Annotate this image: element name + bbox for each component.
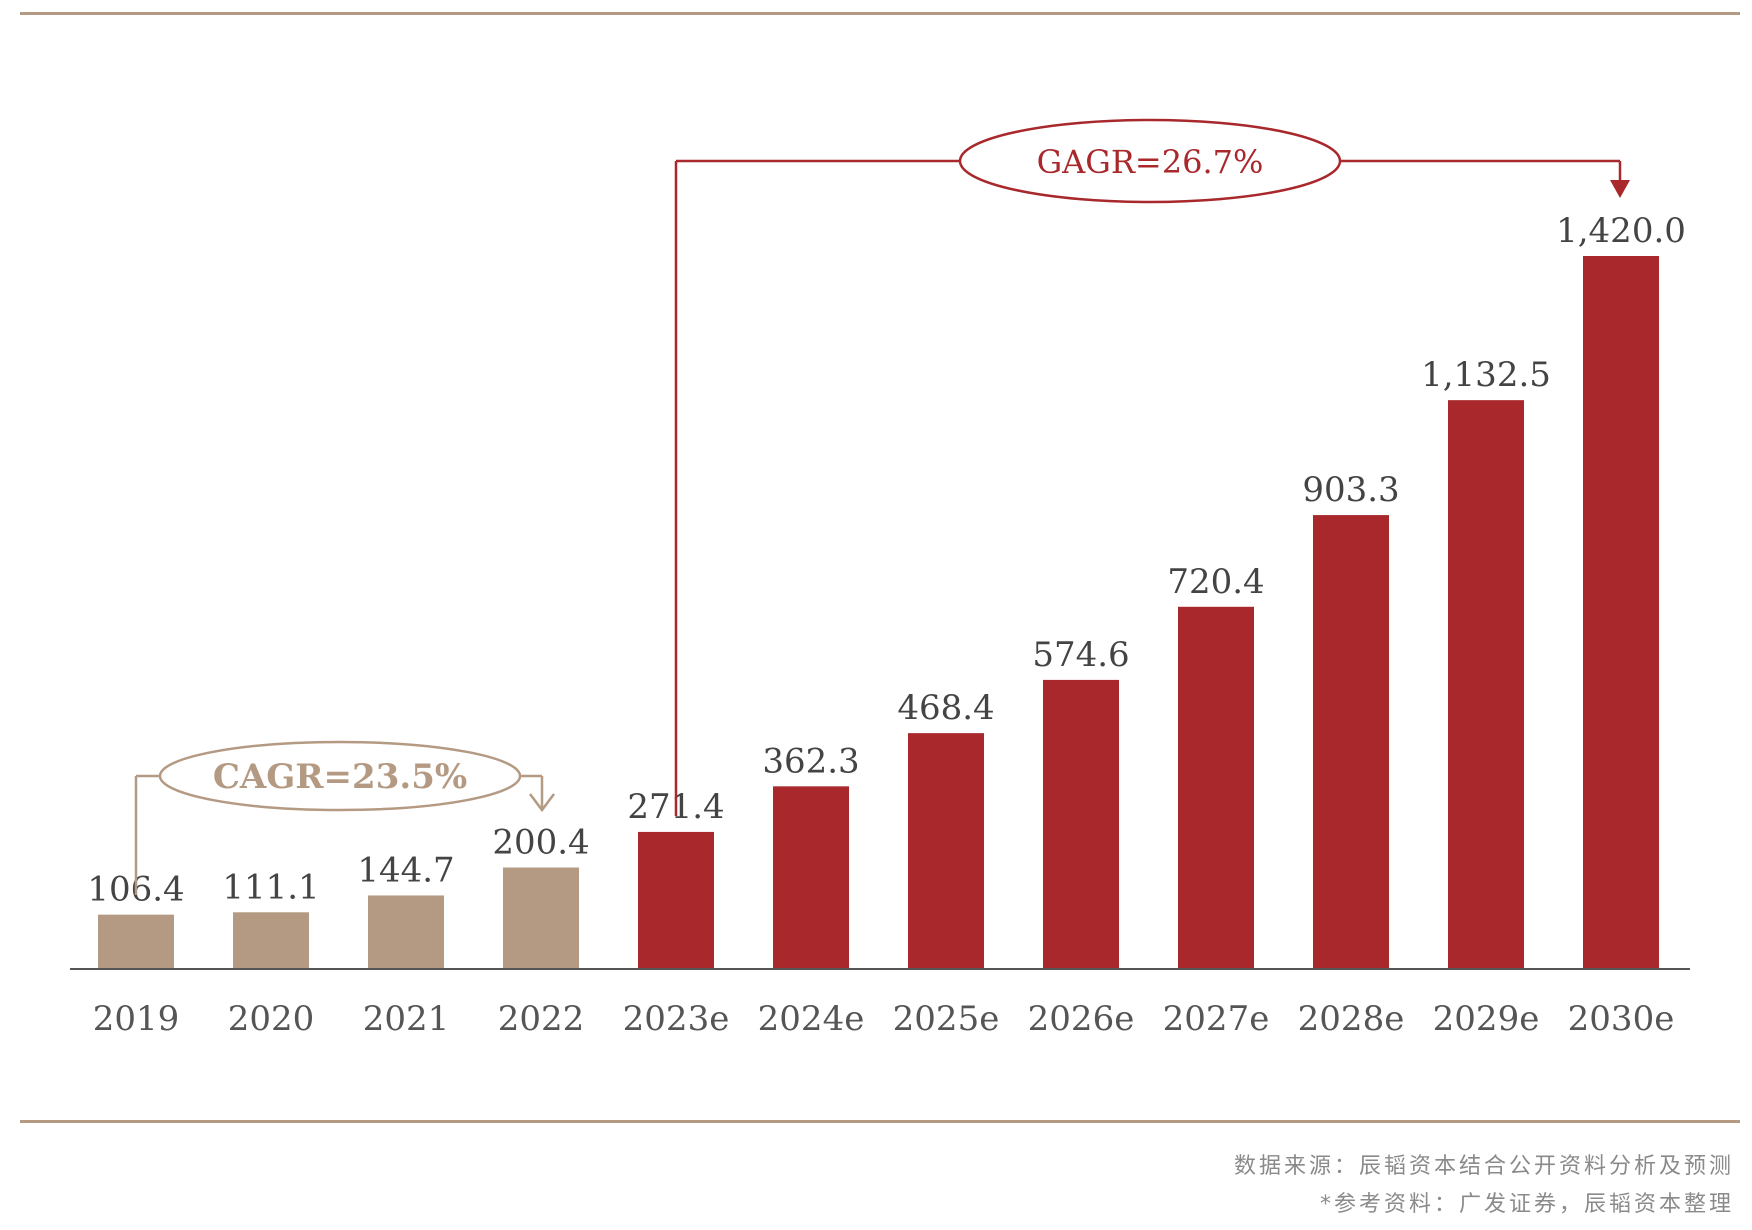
bar-2024e — [773, 786, 849, 968]
source-note: 数据来源：辰韬资本结合公开资料分析及预测 — [1233, 1154, 1734, 1179]
cagr-historical-oval — [158, 740, 522, 812]
value-label-2030e: 1,420.0 — [1556, 211, 1686, 251]
bar-2026e — [1043, 679, 1119, 968]
x-tick-2027e: 2027e — [1163, 999, 1270, 1039]
bar-2023e — [638, 831, 714, 968]
x-tick-2030e: 2030e — [1568, 999, 1675, 1039]
x-tick-2028e: 2028e — [1298, 999, 1405, 1039]
x-tick-2026e: 2026e — [1028, 999, 1135, 1039]
top-divider — [20, 12, 1740, 15]
value-label-2029e: 1,132.5 — [1421, 355, 1551, 395]
value-label-2027e: 720.4 — [1167, 562, 1264, 602]
cagr-forecast-arrow — [1610, 180, 1630, 198]
bottom-divider — [20, 1120, 1740, 1123]
x-tick-2029e: 2029e — [1433, 999, 1540, 1039]
cagr-forecast-oval — [958, 118, 1342, 204]
value-label-2025e: 468.4 — [897, 688, 994, 728]
x-tick-2024e: 2024e — [758, 999, 865, 1039]
value-label-2021: 144.7 — [357, 850, 454, 890]
bar-2025e — [908, 733, 984, 968]
cagr-historical-label: CAGR=23.5% — [213, 757, 467, 797]
bar-2028e — [1313, 515, 1389, 968]
x-tick-2020: 2020 — [228, 999, 315, 1039]
value-label-2024e: 362.3 — [762, 741, 859, 781]
x-tick-2021: 2021 — [363, 999, 450, 1039]
bar-2020 — [233, 912, 309, 968]
x-tick-2025e: 2025e — [893, 999, 1000, 1039]
x-tick-2022: 2022 — [498, 999, 585, 1039]
bar-2027e — [1178, 606, 1254, 968]
value-label-2026e: 574.6 — [1032, 635, 1129, 675]
bar-2030e — [1583, 256, 1659, 968]
x-tick-2019: 2019 — [93, 999, 180, 1039]
value-label-2022: 200.4 — [492, 823, 589, 863]
value-label-2028e: 903.3 — [1302, 470, 1399, 510]
bar-2029e — [1448, 400, 1524, 969]
bar-2022 — [503, 867, 579, 968]
value-label-2020: 111.1 — [222, 867, 319, 907]
bar-2019 — [98, 914, 174, 968]
cagr-historical-arrow — [529, 793, 555, 813]
cagr-forecast-label: GAGR=26.7% — [1037, 143, 1264, 181]
reference-note: *参考资料：广发证券，辰韬资本整理 — [1319, 1192, 1734, 1217]
bar-2021 — [368, 895, 444, 968]
x-tick-2023e: 2023e — [623, 999, 730, 1039]
